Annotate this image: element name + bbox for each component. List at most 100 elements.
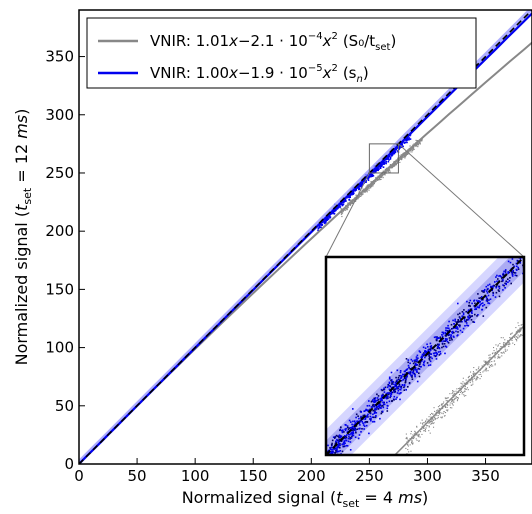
inset-blue-point	[390, 387, 393, 389]
gray-point	[372, 183, 374, 185]
inset-blue-point	[441, 334, 443, 336]
inset-blue-point	[454, 320, 456, 322]
inset-blue-point	[467, 324, 470, 327]
inset-gray-point	[499, 356, 501, 358]
inset-gray-point	[494, 363, 496, 365]
inset-blue-point	[334, 452, 336, 454]
inset-gray-point	[453, 401, 455, 403]
inset-blue-point	[336, 438, 338, 441]
inset-blue-point	[484, 288, 486, 291]
inset-blue-scatter	[326, 257, 524, 455]
inset-gray-point	[485, 368, 487, 370]
inset-blue-point	[444, 337, 447, 340]
inset-blue-point	[487, 302, 489, 304]
inset-gray-point	[491, 364, 493, 366]
inset-gray-point	[504, 342, 506, 344]
inset-blue-point	[395, 380, 398, 383]
inset-gray-point	[416, 434, 418, 436]
inset-blue-point	[364, 421, 366, 424]
inset-blue-point	[466, 318, 468, 321]
inset-gray-point	[488, 364, 490, 366]
inset-identity-line	[326, 257, 524, 455]
inset-blue-point	[439, 353, 442, 355]
inset-blue-point	[463, 317, 466, 319]
x-tick-label: 100	[181, 467, 210, 485]
inset-gray-point	[470, 371, 472, 373]
inset-blue-point	[507, 281, 509, 283]
inset-blue-point	[377, 399, 380, 401]
gray-point	[350, 199, 352, 201]
inset-blue-point	[411, 360, 414, 362]
inset-blue-point	[357, 421, 360, 423]
inset-blue-point	[361, 420, 363, 423]
inset-blue-point	[338, 442, 340, 445]
inset-blue-point	[380, 412, 383, 415]
inset-blue-point	[394, 384, 396, 386]
inset-gray-point	[515, 327, 517, 329]
inset-blue-point	[363, 410, 365, 412]
inset-gray-point	[443, 411, 445, 413]
inset-gray-point	[440, 404, 442, 406]
inset-gray-point	[408, 451, 410, 453]
inset-gray-point	[444, 415, 446, 417]
blue-point	[371, 173, 374, 176]
inset-blue-point	[352, 434, 355, 437]
gray-point	[410, 149, 412, 151]
gray-point	[383, 173, 386, 176]
x-tick-label: 0	[74, 467, 84, 485]
inset-blue-point	[436, 353, 438, 356]
inset-blue-point	[358, 422, 360, 425]
inset-gray-point	[428, 416, 430, 418]
inset-gray-point	[501, 346, 503, 348]
inset-gray-point	[438, 412, 440, 414]
inset-blue-point	[366, 421, 369, 423]
inset-blue-point	[446, 330, 449, 332]
inset-gray-point	[426, 425, 428, 427]
gray-point	[358, 196, 360, 198]
inset-blue-point	[394, 388, 397, 390]
inset-blue-point	[476, 301, 479, 303]
blue-point	[379, 166, 382, 168]
inset-blue-point	[494, 296, 497, 298]
inset-blue-point	[392, 383, 395, 385]
blue-point	[404, 141, 407, 144]
inset-blue-point	[352, 420, 354, 423]
inset-gray-point	[471, 378, 473, 380]
inset-gray-point	[406, 436, 408, 438]
blue-point	[358, 188, 361, 190]
inset-blue-point	[424, 356, 426, 359]
blue-point	[318, 226, 321, 229]
inset-gray-point	[479, 372, 481, 374]
inset-blue-point	[349, 436, 351, 439]
inset-blue-point	[351, 428, 353, 430]
inset-blue-point	[363, 425, 366, 427]
inset-blue-point	[332, 436, 335, 438]
inset-gray-point	[461, 383, 463, 385]
inset-blue-point	[355, 413, 358, 416]
inset-gray-point	[493, 350, 495, 352]
inset-blue-point	[447, 334, 450, 337]
inset-blue-point	[474, 308, 476, 311]
inset-blue-point	[369, 415, 372, 418]
inset-gray-point	[425, 420, 427, 422]
inset-gray-point	[480, 375, 482, 377]
inset-blue-point	[429, 356, 431, 359]
inset-gray-point	[515, 336, 517, 338]
inset-gray-point	[445, 412, 447, 414]
inset-blue-point	[470, 319, 473, 321]
gray-point	[406, 153, 408, 155]
blue-point	[401, 143, 403, 146]
inset-gray-point	[407, 445, 409, 447]
inset-blue-point	[469, 316, 472, 318]
inset-blue-point	[329, 447, 331, 449]
gray-point	[356, 198, 358, 200]
inset-blue-point	[480, 299, 483, 301]
gray-point	[402, 156, 404, 158]
gray-point	[379, 179, 381, 181]
inset-blue-point	[501, 280, 503, 283]
inset-blue-point	[331, 439, 334, 442]
inset-gray-point	[512, 342, 514, 344]
inset-blue-point	[376, 397, 379, 399]
inset-blue-point	[382, 395, 384, 397]
inset-blue-point	[398, 383, 401, 386]
